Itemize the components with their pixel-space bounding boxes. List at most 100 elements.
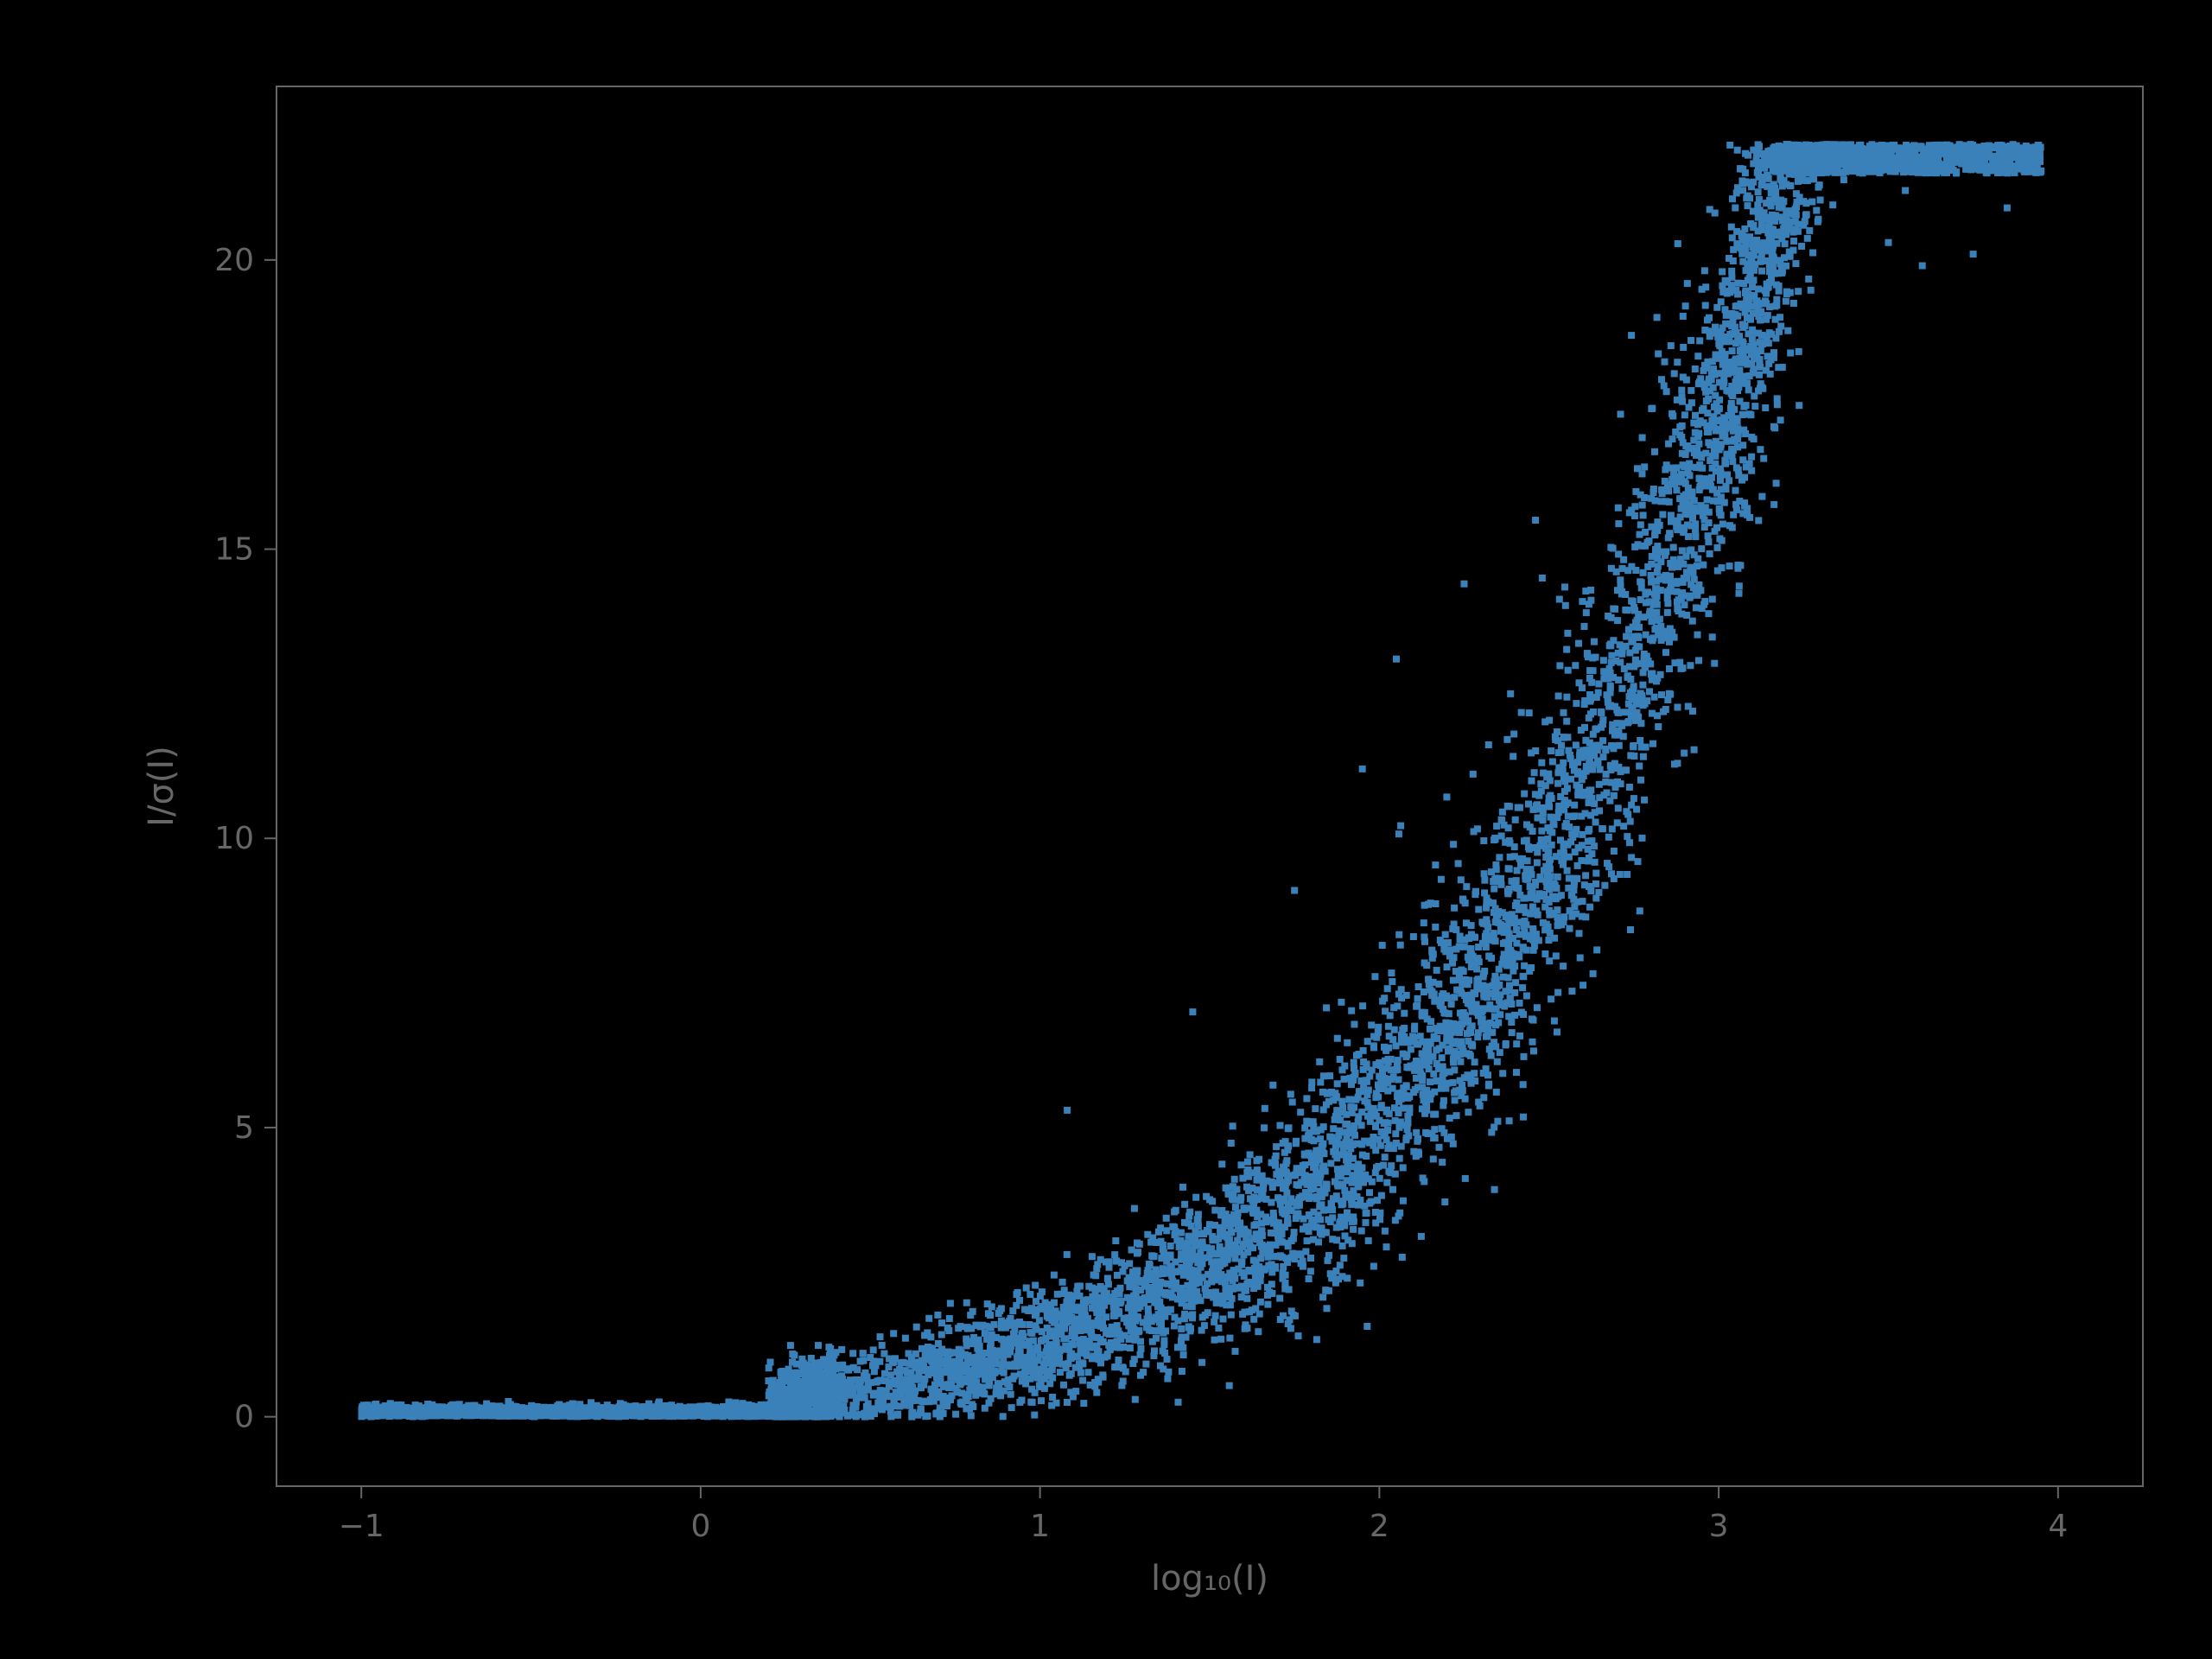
data-point (1615, 709, 1622, 716)
data-point (1682, 302, 1689, 309)
data-point (1179, 1368, 1185, 1375)
data-point (1410, 933, 1417, 940)
data-point (1382, 1154, 1389, 1160)
data-point (969, 1403, 976, 1410)
data-point (1582, 872, 1589, 879)
data-point (1519, 984, 1526, 991)
data-point (1226, 1335, 1233, 1342)
data-point (1597, 766, 1604, 773)
data-point (1481, 870, 1488, 877)
data-point (1579, 684, 1586, 691)
data-point (1806, 227, 1813, 234)
data-point (1795, 288, 1802, 295)
data-point (1699, 605, 1706, 612)
data-point (1368, 1198, 1375, 1205)
data-point (1413, 1129, 1420, 1136)
data-point (1670, 544, 1677, 551)
data-point (1198, 1359, 1205, 1366)
data-point (1560, 963, 1567, 969)
data-point (1710, 330, 1717, 337)
data-point (1556, 662, 1563, 669)
data-point (1382, 1228, 1389, 1235)
data-point (1639, 682, 1646, 689)
data-point (1163, 1227, 1170, 1234)
data-point (1541, 926, 1548, 933)
data-point (1790, 238, 1797, 245)
data-point (1175, 1399, 1182, 1406)
data-point (1701, 327, 1708, 334)
data-point (1505, 974, 1512, 981)
data-point (1400, 1164, 1407, 1171)
data-point (1289, 1099, 1296, 1106)
data-point (1686, 463, 1693, 470)
data-point (1395, 931, 1402, 938)
data-point (1274, 1194, 1281, 1201)
data-point (1733, 228, 1740, 235)
data-point (877, 1333, 884, 1340)
data-point (1755, 286, 1762, 293)
data-point (1516, 804, 1523, 811)
data-point (1554, 874, 1561, 880)
data-point (1250, 1316, 1257, 1323)
data-point (849, 1350, 856, 1357)
data-point (1211, 1337, 1218, 1344)
data-point (1618, 722, 1625, 729)
data-point (1008, 1404, 1015, 1411)
data-point (1776, 328, 1783, 335)
data-point (1665, 487, 1672, 494)
data-point (1414, 1040, 1421, 1047)
data-point (1624, 607, 1631, 613)
data-point (1684, 280, 1691, 287)
data-point (1475, 906, 1482, 913)
data-point (1497, 1049, 1503, 1056)
data-point (1705, 396, 1712, 403)
data-point (1709, 596, 1716, 603)
data-point (1480, 991, 1487, 998)
data-point (1692, 365, 1699, 372)
data-point (1488, 868, 1495, 875)
data-point (1736, 590, 1743, 597)
data-point (1322, 1287, 1329, 1294)
data-point (1228, 1140, 1235, 1147)
data-point (1610, 545, 1617, 552)
data-point (1389, 1186, 1396, 1193)
data-point (1531, 769, 1538, 776)
data-point (1238, 1161, 1245, 1168)
data-point (1163, 1215, 1170, 1222)
data-point (1757, 446, 1764, 453)
data-point (1738, 166, 1745, 173)
data-point (1702, 302, 1709, 309)
data-point (1666, 690, 1673, 697)
data-point (1783, 290, 1790, 297)
data-point (1726, 142, 1733, 149)
data-point (1306, 1275, 1313, 1282)
data-point (1432, 924, 1439, 931)
data-point (1640, 569, 1647, 576)
data-point (1562, 602, 1569, 609)
data-point (1712, 528, 1719, 535)
data-point (1268, 1199, 1274, 1206)
data-point (1433, 900, 1440, 907)
data-point (1452, 1096, 1459, 1103)
data-point (1059, 1279, 1066, 1286)
chart-background (0, 0, 2212, 1659)
scatter-chart: −101234 05101520 log₁₀(I) I/σ(I) (0, 0, 2212, 1659)
data-point (1790, 300, 1797, 307)
data-point (1792, 260, 1799, 267)
data-point (1503, 736, 1510, 743)
data-point (1453, 1112, 1460, 1119)
data-point (1480, 1094, 1487, 1101)
data-point (1380, 1162, 1387, 1169)
data-point (1298, 1251, 1305, 1258)
data-point (1641, 613, 1648, 620)
data-point (1351, 1021, 1358, 1028)
data-point (1450, 977, 1457, 984)
data-point (1324, 1305, 1331, 1312)
data-point (1274, 1179, 1281, 1186)
data-point (1786, 249, 1793, 256)
data-point (1303, 1118, 1310, 1125)
data-point (1430, 1155, 1437, 1162)
data-point (1751, 392, 1758, 399)
data-point (1471, 1058, 1478, 1065)
data-point (1468, 922, 1475, 929)
